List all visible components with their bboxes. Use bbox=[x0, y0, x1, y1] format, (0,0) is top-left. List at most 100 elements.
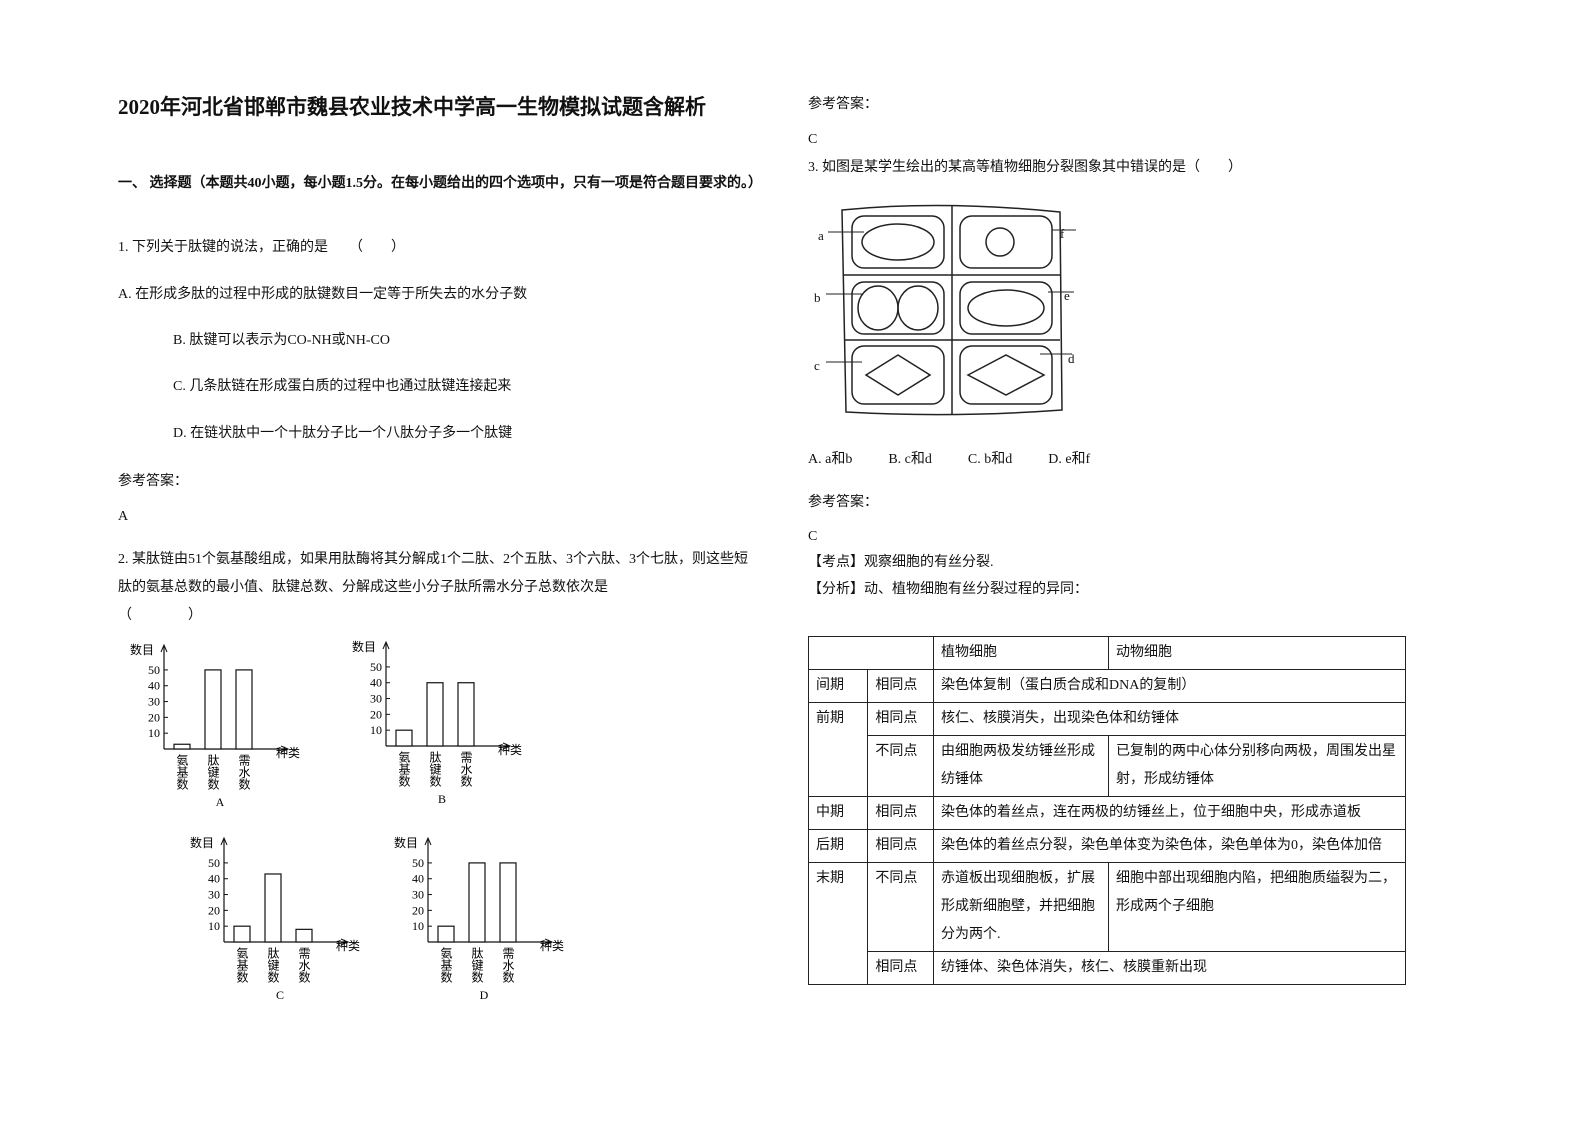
section-heading: 一、 选择题（本题共40小题，每小题1.5分。在每小题给出的四个选项中，只有一项… bbox=[118, 176, 762, 191]
y-tick-label: 20 bbox=[412, 903, 424, 917]
phase-cell: 间期 bbox=[807, 669, 869, 703]
header-row: 植物细胞 动物细胞 bbox=[808, 636, 1406, 670]
x-tick-label: 肽键数 bbox=[206, 753, 220, 791]
option: B. c和d bbox=[888, 452, 932, 467]
bar bbox=[295, 928, 313, 943]
x-tick-label: 氨基数 bbox=[175, 754, 189, 791]
header-cell: 植物细胞 bbox=[933, 636, 1109, 670]
x-axis-label: 种类 bbox=[276, 746, 300, 760]
kind-cell: 相同点 bbox=[867, 829, 934, 863]
cell bbox=[959, 345, 1053, 405]
row: 不同点 由细胞两极发纺锤丝形成纺锤体 已复制的两中心体分别移向两极，周围发出星射，形… bbox=[809, 735, 1406, 797]
y-tick-label: 50 bbox=[208, 856, 220, 870]
y-tick-label: 40 bbox=[148, 679, 160, 693]
y-tick-label: 30 bbox=[370, 692, 382, 706]
chart-caption: B bbox=[438, 792, 446, 806]
x-tick-label: 氨基数 bbox=[439, 947, 453, 984]
phase-cell: 中期 bbox=[807, 796, 869, 830]
arrow bbox=[382, 640, 512, 750]
y-tick-label: 40 bbox=[370, 676, 382, 690]
question-stem: 2. 某肽链由51个氨基酸组成，如果用肽酶将其分解成1个二肽、2个五肽、3个六肽… bbox=[118, 552, 748, 595]
y-tick-label: 20 bbox=[370, 707, 382, 721]
arrow bbox=[424, 836, 554, 946]
y-axis-label: 数目 bbox=[394, 835, 418, 850]
bar bbox=[173, 743, 191, 750]
y-tick-label: 30 bbox=[412, 888, 424, 902]
y-tick-label: 20 bbox=[208, 903, 220, 917]
phase-cell: 末期 bbox=[807, 862, 869, 985]
shared-cell: 染色体的着丝点，连在两极的纺锤丝上，位于细胞中央，形成赤道板 bbox=[933, 796, 1406, 830]
plant-cell: 由细胞两极发纺锤丝形成纺锤体 bbox=[933, 735, 1109, 797]
shared-cell: 染色体的着丝点分裂，染色单体变为染色体，染色单体为0，染色体加倍 bbox=[933, 829, 1406, 863]
y-tick-label: 50 bbox=[148, 663, 160, 677]
x-tick-label: 肽键数 bbox=[428, 750, 442, 788]
kind-cell: 不同点 bbox=[867, 862, 934, 952]
row: 相同点 纺锤体、染色体消失，核仁、核膜重新出现 bbox=[809, 951, 1406, 985]
bar bbox=[457, 682, 475, 747]
chart-caption: C bbox=[276, 988, 284, 1002]
title: 2020年河北省邯郸市魏县农业技术中学高一生物模拟试题含解析 bbox=[118, 95, 706, 119]
cell-figure bbox=[826, 204, 1076, 416]
bar bbox=[264, 873, 282, 943]
spindle bbox=[966, 354, 1046, 396]
shared-cell: 染色体复制（蛋白质合成和DNA的复制） bbox=[933, 669, 1406, 703]
plant-cell: 赤道板出现细胞板，扩展形成新细胞壁，并把细胞分为两个. bbox=[933, 862, 1109, 952]
y-axis-label: 数目 bbox=[130, 642, 154, 657]
option: A. a和b bbox=[808, 452, 853, 467]
question-stem: 3. 如图是某学生绘出的某高等植物细胞分裂图象其中错误的是（ ） bbox=[808, 160, 1242, 175]
y-tick-label: 10 bbox=[370, 723, 382, 737]
option: D. e和f bbox=[1048, 452, 1091, 467]
tissue-outline bbox=[841, 204, 1063, 416]
option: B. 肽键可以表示为CO-NH或NH-CO bbox=[173, 333, 390, 348]
phase-cell: 前期 bbox=[807, 702, 869, 797]
bar bbox=[233, 925, 251, 943]
note: 【考点】观察细胞的有丝分裂. bbox=[808, 555, 994, 570]
kind-cell: 相同点 bbox=[867, 669, 934, 703]
kind-cell: 不同点 bbox=[867, 735, 934, 797]
x-tick-label: 需水数 bbox=[297, 947, 311, 984]
y-axis-label: 数目 bbox=[190, 835, 214, 850]
answer: C bbox=[808, 529, 818, 544]
x-axis-label: 种类 bbox=[498, 743, 522, 757]
y-tick-label: 10 bbox=[208, 919, 220, 933]
answer-label: 参考答案： bbox=[808, 495, 878, 510]
kind-cell: 相同点 bbox=[867, 702, 934, 736]
comparison-table: 植物细胞 动物细胞 间期 相同点 染色体复制（蛋白质合成和DNA的复制） 前期 相同点 核仁、… bbox=[807, 636, 1406, 985]
x-tick-label: 肽键数 bbox=[470, 946, 484, 984]
note: 【分析】动、植物细胞有丝分裂过程的异同： bbox=[808, 582, 1088, 597]
y-tick-label: 10 bbox=[148, 726, 160, 740]
arrow bbox=[220, 836, 350, 946]
bar bbox=[437, 925, 455, 943]
empty-cell bbox=[808, 636, 934, 670]
answer-label: 参考答案： bbox=[808, 97, 878, 112]
animal-cell: 已复制的两中心体分别移向两极，周围发出星射，形成纺锤体 bbox=[1108, 735, 1406, 797]
row: 前期 相同点 核仁、核膜消失，出现染色体和纺锤体 bbox=[807, 702, 1406, 797]
y-axis-label: 数目 bbox=[352, 639, 376, 654]
cell-walls bbox=[844, 206, 1060, 414]
kind-cell: 相同点 bbox=[867, 951, 934, 985]
bar bbox=[395, 729, 413, 747]
phase-cell: 后期 bbox=[807, 829, 869, 863]
blank: （ ） bbox=[118, 608, 202, 623]
y-tick-label: 10 bbox=[412, 919, 424, 933]
cell bbox=[959, 281, 1053, 335]
arrow bbox=[160, 643, 290, 753]
header-cell: 动物细胞 bbox=[1108, 636, 1406, 670]
chart-caption: D bbox=[480, 988, 489, 1002]
bar bbox=[499, 862, 517, 943]
cell bbox=[851, 215, 945, 269]
bar bbox=[468, 862, 486, 943]
option: D. 在链状肽中一个十肽分子比一个八肽分子多一个肽键 bbox=[173, 426, 513, 441]
bar bbox=[426, 682, 444, 747]
x-tick-label: 氨基数 bbox=[397, 751, 411, 788]
spindle bbox=[967, 289, 1045, 327]
option: C. b和d bbox=[967, 452, 1013, 467]
figure-label: f bbox=[1060, 226, 1065, 241]
question-stem: 1. 下列关于肽键的说法，正确的是 （ ） bbox=[118, 240, 405, 255]
chart-caption: A bbox=[216, 795, 225, 809]
cell bbox=[851, 345, 945, 405]
x-tick-label: 需水数 bbox=[459, 751, 473, 788]
